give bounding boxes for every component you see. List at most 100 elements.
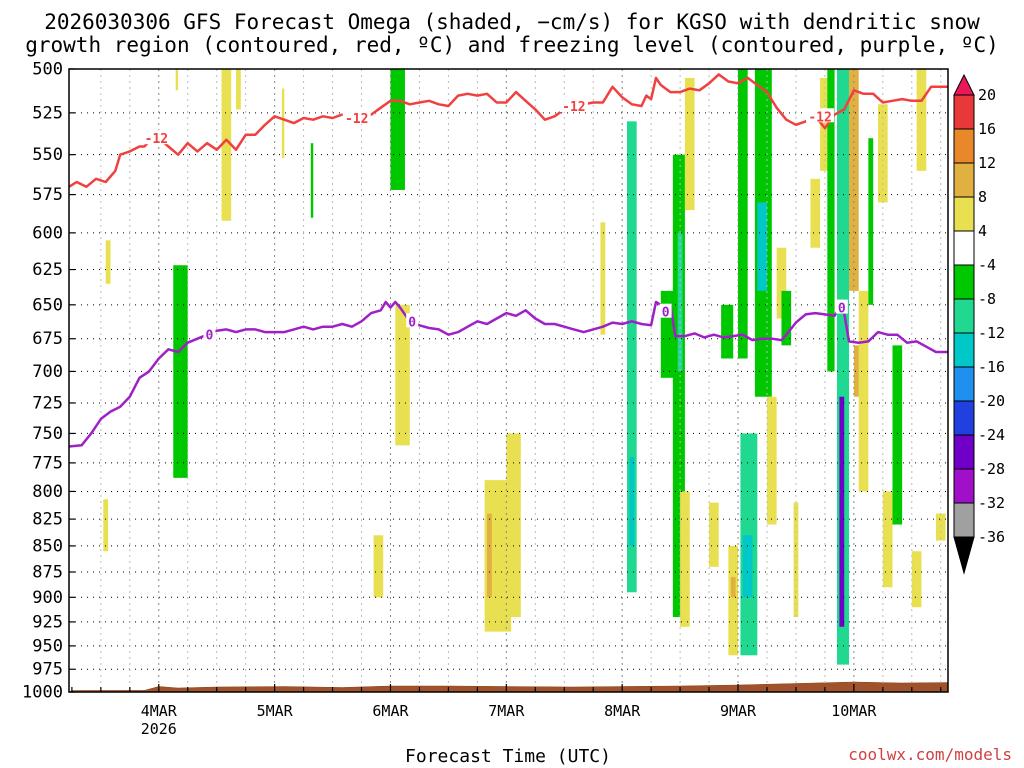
omega-cell xyxy=(810,178,821,248)
plot-frame xyxy=(68,68,949,693)
omega-shading xyxy=(103,69,946,665)
y-tick-label: 900 xyxy=(32,588,63,608)
omega-cell xyxy=(629,457,635,546)
colorbar-label: 8 xyxy=(978,188,987,206)
omega-cell xyxy=(728,545,739,656)
y-tick-label: 650 xyxy=(32,295,63,315)
omega-cell xyxy=(105,240,111,284)
y-tick-label: 625 xyxy=(32,260,63,280)
colorbar-swatch xyxy=(953,400,975,436)
colorbar-label: -4 xyxy=(978,256,996,274)
contour-lines: -12 -12 -12 -12 0 0 0 0 xyxy=(68,73,948,448)
colorbar-swatch xyxy=(953,332,975,368)
colorbar-label: -8 xyxy=(978,290,996,308)
colorbar-label: -24 xyxy=(978,426,1005,444)
colorbar-bottom-arrow xyxy=(953,536,975,575)
omega-cell xyxy=(373,535,384,598)
omega-cell xyxy=(793,502,799,618)
colorbar-label: 16 xyxy=(978,120,996,138)
watermark: coolwx.com/models xyxy=(848,745,1012,764)
contour-label-bg xyxy=(203,326,216,341)
contour-line xyxy=(68,73,948,189)
omega-cell xyxy=(882,491,893,588)
contour-label: -12 xyxy=(145,132,168,147)
y-tick-label: 1000 xyxy=(22,683,63,703)
contour-label: -12 xyxy=(562,100,585,115)
omega-cell xyxy=(175,69,179,91)
omega-cell xyxy=(627,121,637,593)
omega-cell xyxy=(839,396,845,627)
colorbar-swatch xyxy=(953,298,975,334)
omega-cell xyxy=(766,396,777,525)
colorbar-swatch xyxy=(953,366,975,402)
colorbar-label: -32 xyxy=(978,494,1005,512)
colorbar-label: -20 xyxy=(978,392,1005,410)
colorbar-legend: 20 16 12 8 4 -4 -8 -12 -16 -20 -24 -28 -32 -36 xyxy=(953,73,1005,575)
colorbar-swatch xyxy=(953,468,975,504)
chart-title-line2: growth region (contoured, red, ºC) and f… xyxy=(25,33,999,57)
omega-cell xyxy=(776,247,787,319)
colorbar-swatch xyxy=(953,128,975,164)
y-tick-label: 925 xyxy=(32,612,63,632)
y-tick-label: 525 xyxy=(32,103,63,123)
x-axis-label: Forecast Time (UTC) xyxy=(405,746,611,767)
y-tick-label: 775 xyxy=(32,453,63,473)
omega-cell xyxy=(487,513,492,598)
y-tick-label: 950 xyxy=(32,636,63,656)
contour-label: -12 xyxy=(345,112,368,127)
x-tick-label: 6MAR xyxy=(372,702,409,720)
contour-label: 0 xyxy=(838,302,846,317)
omega-cell xyxy=(916,69,927,171)
x-tick-label: 10MAR xyxy=(831,702,877,720)
y-tick-label: 575 xyxy=(32,185,63,205)
colorbar-swatch xyxy=(953,502,975,538)
omega-cell xyxy=(221,69,232,221)
contour-label-bg xyxy=(835,299,848,314)
x-tick-label: 8MAR xyxy=(604,702,641,720)
colorbar-swatch xyxy=(953,230,975,266)
pressure-axis: 500 525 550 575 600 625 650 675 700 725 750 775 800 8… xyxy=(22,60,75,703)
omega-cell xyxy=(730,577,736,598)
y-tick-label: 750 xyxy=(32,424,63,444)
colorbar-label: 20 xyxy=(978,86,996,104)
colorbar-swatch xyxy=(953,162,975,198)
omega-cell xyxy=(781,290,792,346)
omega-cell xyxy=(236,69,241,110)
omega-cell xyxy=(281,88,285,158)
omega-cell xyxy=(738,69,748,359)
contour-label-bg xyxy=(406,313,419,328)
y-tick-label: 500 xyxy=(32,60,63,80)
omega-cell xyxy=(103,499,109,552)
contour-line xyxy=(68,300,948,448)
omega-cell xyxy=(911,551,922,608)
omega-cell xyxy=(677,232,683,372)
y-tick-label: 825 xyxy=(32,510,63,530)
y-tick-label: 725 xyxy=(32,393,63,413)
x-tick-label: 5MAR xyxy=(257,702,294,720)
contour-label: 0 xyxy=(662,306,670,321)
omega-cell xyxy=(680,491,690,627)
y-tick-label: 600 xyxy=(32,223,63,243)
y-tick-label: 675 xyxy=(32,329,63,349)
colorbar-swatch xyxy=(953,94,975,130)
y-tick-label: 800 xyxy=(32,482,63,502)
y-tick-label: 875 xyxy=(32,562,63,582)
omega-cell xyxy=(868,138,874,305)
x-tick-label: 9MAR xyxy=(720,702,757,720)
y-tick-label: 850 xyxy=(32,536,63,556)
contour-label-bg xyxy=(659,303,672,318)
colorbar-top-arrow xyxy=(953,73,975,96)
omega-cell xyxy=(721,304,734,359)
grid-lines xyxy=(69,69,948,692)
y-tick-label: 550 xyxy=(32,145,63,165)
contour-label: -12 xyxy=(808,110,831,125)
contour-label: 0 xyxy=(206,329,214,344)
contour-label-bg xyxy=(806,108,835,123)
contour-label-bg xyxy=(142,130,171,145)
omega-cell xyxy=(600,222,606,335)
omega-cell xyxy=(849,69,859,291)
colorbar-swatch xyxy=(953,434,975,470)
omega-cell xyxy=(173,265,188,478)
